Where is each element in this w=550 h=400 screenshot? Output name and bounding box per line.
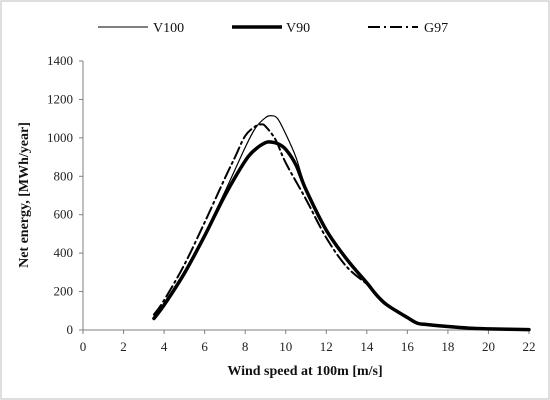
x-tick-label: 8 — [242, 339, 249, 354]
x-tick-label: 0 — [80, 339, 87, 354]
y-tick-label: 400 — [54, 245, 74, 260]
series-line-v90 — [152, 140, 531, 332]
x-tick-label: 20 — [482, 339, 495, 354]
legend: V100 V90 G97 — [98, 21, 448, 36]
y-tick-label: 200 — [54, 284, 74, 299]
legend-label-v100: V100 — [153, 21, 184, 36]
x-axis-label: Wind speed at 100m [m/s] — [227, 364, 382, 379]
x-axis-ticks: 0 2 4 6 8 10 12 14 16 18 20 22 — [80, 330, 536, 354]
y-tick-label: 0 — [67, 322, 74, 337]
series-layer — [152, 115, 531, 332]
y-tick-label: 1000 — [47, 130, 73, 145]
series-line-g97 — [152, 123, 368, 316]
y-axis-label: Net energy, [MWh/year] — [17, 122, 32, 268]
y-tick-label: 1200 — [47, 91, 73, 106]
axes — [82, 61, 529, 331]
y-axis-ticks: 0 200 400 600 800 1000 1200 1400 — [47, 53, 83, 337]
x-tick-label: 2 — [120, 339, 127, 354]
x-tick-label: 18 — [441, 339, 454, 354]
y-tick-label: 800 — [54, 168, 74, 183]
x-tick-label: 4 — [161, 339, 168, 354]
x-tick-label: 12 — [320, 339, 333, 354]
x-tick-label: 6 — [201, 339, 208, 354]
x-tick-label: 14 — [360, 339, 374, 354]
x-tick-label: 10 — [279, 339, 292, 354]
legend-label-v90: V90 — [286, 21, 310, 36]
x-tick-label: 22 — [523, 339, 536, 354]
y-tick-label: 1400 — [47, 53, 73, 68]
legend-label-g97: G97 — [424, 21, 448, 36]
x-tick-label: 16 — [401, 339, 415, 354]
y-tick-label: 600 — [54, 207, 74, 222]
